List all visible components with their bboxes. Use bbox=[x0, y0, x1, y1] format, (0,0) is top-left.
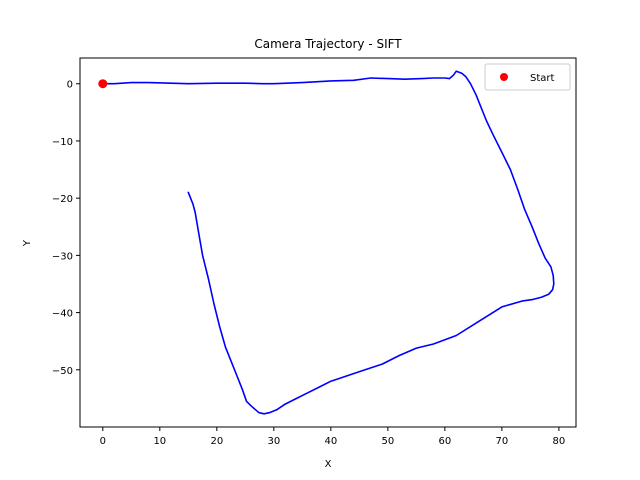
x-tick-label: 40 bbox=[324, 436, 337, 447]
x-tick-label: 80 bbox=[553, 436, 566, 447]
axis-ticks: 0 10 20 30 40 50 60 70 80 0 −10 −20 −30 −40 −50 bbox=[52, 80, 565, 447]
y-tick-label: 0 bbox=[67, 80, 73, 91]
x-tick-label: 60 bbox=[439, 436, 452, 447]
x-tick-label: 70 bbox=[496, 436, 509, 447]
series-layer bbox=[98, 70, 555, 415]
x-tick-label: 50 bbox=[381, 436, 394, 447]
x-axis-label: X bbox=[325, 459, 332, 470]
x-tick-label: 0 bbox=[100, 436, 106, 447]
x-tick-label: 10 bbox=[153, 436, 166, 447]
legend: Start bbox=[484, 63, 571, 91]
y-tick-label: −40 bbox=[52, 309, 73, 320]
y-tick-label: −10 bbox=[52, 137, 73, 148]
y-axis-label: Y bbox=[22, 239, 33, 247]
x-tick-label: 30 bbox=[267, 436, 280, 447]
legend-box bbox=[484, 63, 571, 91]
trajectory-line bbox=[102, 70, 555, 415]
plot-area-frame bbox=[79, 57, 577, 428]
legend-label-start: Start bbox=[530, 73, 555, 84]
legend-marker-start bbox=[500, 73, 508, 81]
x-tick-label: 20 bbox=[210, 436, 223, 447]
chart-title: Camera Trajectory - SIFT bbox=[254, 37, 402, 51]
y-tick-label: −30 bbox=[52, 251, 73, 262]
y-tick-label: −50 bbox=[52, 366, 73, 377]
y-tick-label: −20 bbox=[52, 194, 73, 205]
start-point-marker bbox=[98, 79, 108, 89]
